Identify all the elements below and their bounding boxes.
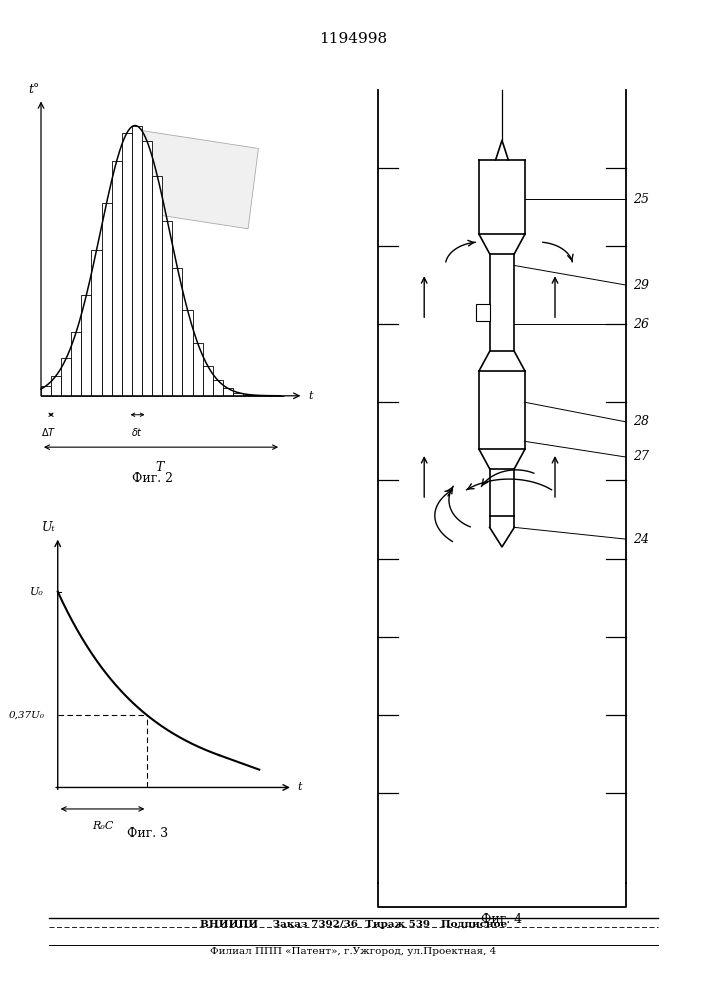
Bar <box>233 393 243 396</box>
Text: 26: 26 <box>633 318 649 331</box>
Bar <box>192 343 203 396</box>
Bar <box>163 221 173 396</box>
Bar <box>152 176 162 396</box>
Text: R₀C: R₀C <box>92 821 113 831</box>
Text: t: t <box>308 391 312 401</box>
Text: t°: t° <box>28 83 39 96</box>
Bar <box>122 133 132 396</box>
Bar <box>203 366 213 396</box>
Text: U₀: U₀ <box>30 587 45 597</box>
Text: Фиг. 2: Фиг. 2 <box>132 472 173 485</box>
Bar <box>477 304 490 321</box>
Text: 25: 25 <box>633 193 649 206</box>
Text: $\Delta T$: $\Delta T$ <box>41 426 56 438</box>
Polygon shape <box>131 130 258 229</box>
Bar <box>81 295 91 396</box>
Text: 29: 29 <box>633 279 649 292</box>
Bar <box>41 386 51 396</box>
Text: t: t <box>297 782 302 792</box>
Bar <box>142 141 152 396</box>
Text: 0,37U₀: 0,37U₀ <box>8 711 45 720</box>
Text: 24: 24 <box>633 533 649 546</box>
Text: 1194998: 1194998 <box>320 32 387 46</box>
Bar <box>91 250 102 396</box>
Bar <box>51 376 61 396</box>
Bar <box>61 358 71 396</box>
Bar <box>182 310 192 396</box>
Bar <box>243 395 253 396</box>
Bar <box>223 388 233 396</box>
Text: Филиал ППП «Патент», г.Ужгород, ул.Проектная, 4: Филиал ППП «Патент», г.Ужгород, ул.Проек… <box>211 947 496 956</box>
Bar <box>71 332 81 396</box>
Text: 28: 28 <box>633 415 649 428</box>
Bar <box>132 126 142 396</box>
Text: ВНИИПИ    Заказ 7392/36  Тираж 539   Подписное: ВНИИПИ Заказ 7392/36 Тираж 539 Подписное <box>200 920 507 929</box>
Bar <box>213 380 223 396</box>
Bar <box>102 203 112 396</box>
Text: $\delta t$: $\delta t$ <box>132 426 144 438</box>
Bar <box>173 268 182 396</box>
Text: 27: 27 <box>633 450 649 464</box>
Text: Uₜ: Uₜ <box>42 521 56 534</box>
Text: Фиг. 3: Фиг. 3 <box>127 827 168 840</box>
Text: T: T <box>156 461 164 474</box>
Bar <box>112 161 122 396</box>
Text: Фиг. 4: Фиг. 4 <box>481 913 522 926</box>
